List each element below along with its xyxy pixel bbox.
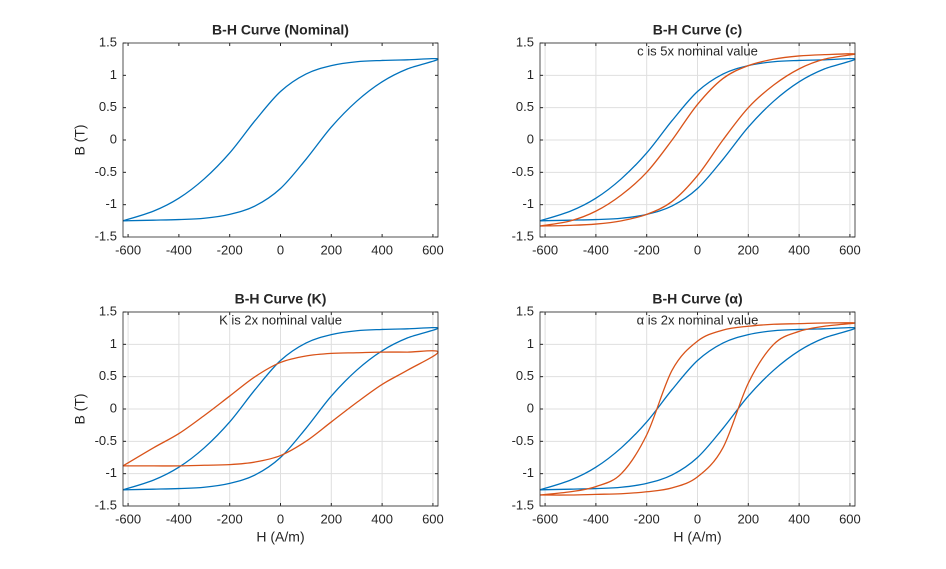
y-tick-label: 1.5: [516, 303, 534, 318]
y-axis-label: B (T): [72, 393, 88, 424]
x-tick-label: -200: [634, 511, 660, 526]
x-tick-label: 200: [737, 242, 759, 257]
x-tick-label: -400: [166, 511, 192, 526]
x-tick-label: -600: [532, 511, 558, 526]
y-tick-label: -1.5: [95, 228, 117, 243]
chart-title: B-H Curve (c): [653, 22, 742, 38]
x-tick-label: -400: [583, 242, 609, 257]
x-tick-label: 0: [694, 242, 701, 257]
axes-box: [122, 42, 439, 238]
y-tick-label: 1: [110, 336, 117, 351]
plot-area: [123, 43, 438, 237]
y-tick-label: -1.5: [512, 497, 534, 512]
y-tick-label: 0.5: [516, 368, 534, 383]
y-axis-label: B (T): [72, 124, 88, 155]
x-tick-label: 400: [788, 242, 810, 257]
y-tick-label: -0.5: [95, 433, 117, 448]
x-tick-label: 600: [422, 242, 444, 257]
y-tick-label: -1: [105, 465, 117, 480]
y-tick-label: -1.5: [95, 497, 117, 512]
y-tick-label: 1: [527, 336, 534, 351]
chart-title: B-H Curve (K): [235, 291, 327, 307]
y-tick-label: 0: [527, 400, 534, 415]
x-tick-label: 0: [277, 242, 284, 257]
x-tick-label: 200: [737, 511, 759, 526]
x-tick-label: 0: [694, 511, 701, 526]
x-tick-label: 400: [371, 242, 393, 257]
x-tick-label: -200: [634, 242, 660, 257]
x-tick-label: -200: [217, 511, 243, 526]
y-tick-label: 1: [527, 67, 534, 82]
x-tick-label: -600: [532, 242, 558, 257]
y-tick-label: -1: [522, 196, 534, 211]
y-tick-label: -0.5: [512, 164, 534, 179]
annotation: K is 2x nominal value: [219, 312, 342, 327]
chart-title: B-H Curve (α): [652, 291, 742, 307]
y-tick-label: -0.5: [95, 164, 117, 179]
y-tick-label: 1.5: [99, 303, 117, 318]
y-tick-label: 0.5: [99, 99, 117, 114]
y-tick-label: 1.5: [99, 34, 117, 49]
y-tick-label: 0.5: [99, 368, 117, 383]
x-tick-label: -600: [115, 242, 141, 257]
y-tick-label: -1.5: [512, 228, 534, 243]
x-tick-label: 600: [839, 242, 861, 257]
y-tick-label: 0: [110, 400, 117, 415]
x-tick-label: 400: [788, 511, 810, 526]
y-tick-label: 1: [110, 67, 117, 82]
y-tick-label: 0.5: [516, 99, 534, 114]
y-tick-label: 0: [110, 131, 117, 146]
x-tick-label: -400: [583, 511, 609, 526]
axes-box: [539, 42, 856, 238]
annotation: c is 5x nominal value: [637, 43, 758, 58]
x-tick-label: 600: [839, 511, 861, 526]
y-tick-label: 0: [527, 131, 534, 146]
x-tick-label: 0: [277, 511, 284, 526]
x-tick-label: 200: [320, 242, 342, 257]
x-tick-label: -600: [115, 511, 141, 526]
x-tick-label: -400: [166, 242, 192, 257]
chart-title: B-H Curve (Nominal): [212, 22, 349, 38]
y-tick-label: 1.5: [516, 34, 534, 49]
x-tick-label: 400: [371, 511, 393, 526]
x-tick-label: 200: [320, 511, 342, 526]
axes-box: [539, 311, 856, 507]
y-tick-label: -1: [105, 196, 117, 211]
y-tick-label: -1: [522, 465, 534, 480]
x-axis-label: H (A/m): [673, 529, 721, 545]
x-tick-label: -200: [217, 242, 243, 257]
annotation: α is 2x nominal value: [637, 312, 759, 327]
x-tick-label: 600: [422, 511, 444, 526]
x-axis-label: H (A/m): [256, 529, 304, 545]
y-tick-label: -0.5: [512, 433, 534, 448]
axes-box: [122, 311, 439, 507]
